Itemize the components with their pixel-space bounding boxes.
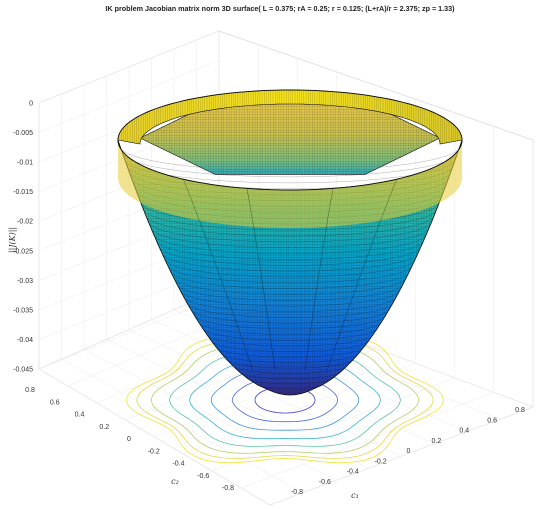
mesh-ring (179, 289, 401, 307)
z-tick-label: -0.005 (13, 130, 33, 137)
mesh-ring (183, 296, 397, 312)
mesh-ring (231, 364, 349, 374)
z-tick-label: -0.025 (13, 248, 33, 255)
z-tick-labels: 0 -0.005 -0.01 -0.015 -0.02 -0.025 -0.03 -0.035… (13, 101, 33, 374)
z-tick-label: -0.01 (17, 160, 33, 167)
mesh-ring (225, 358, 355, 369)
x-tick-label: -0.2 (375, 458, 387, 465)
mesh-ring (190, 308, 390, 324)
mesh-ring (194, 314, 386, 330)
x-tick-label: -0.8 (291, 489, 303, 496)
z-tick-label: -0.015 (13, 189, 33, 196)
mesh-crease (327, 179, 397, 371)
z-tick-label: -0.02 (17, 219, 33, 226)
mesh-ring (164, 258, 416, 278)
mesh-ring (167, 264, 413, 283)
mesh-ring (173, 277, 407, 295)
mesh-ring (158, 246, 422, 266)
x-tick-label: -0.4 (347, 469, 359, 476)
y-tick-label: 0.2 (99, 424, 109, 431)
x-tick-label: 0.6 (487, 417, 497, 424)
y-tick-label: -0.8 (222, 485, 234, 492)
rim-band (118, 140, 462, 228)
mesh-ring (215, 346, 365, 358)
grid-line (269, 406, 534, 506)
mesh-ring (145, 214, 435, 237)
mesh-ring (170, 271, 410, 289)
x-axis-label: c₁ (351, 491, 359, 500)
mesh-crease (183, 179, 253, 371)
mesh-ring (210, 339, 370, 352)
mesh-ring (161, 252, 419, 272)
mesh-ring (206, 333, 374, 347)
grid-line (212, 377, 455, 472)
grid-line (38, 296, 220, 370)
surface-mesh (117, 89, 463, 396)
z-tick-label: 0 (29, 101, 33, 108)
y-tick-label: 0.6 (50, 399, 60, 406)
mesh-ring (197, 321, 383, 335)
rim-back-edge (117, 89, 463, 141)
z-tick-label: -0.03 (17, 278, 33, 285)
mesh-crease (304, 188, 334, 371)
mesh-ring (186, 302, 394, 318)
mesh-ring (176, 283, 404, 301)
z-axis-label: ||J(K)|| (8, 227, 17, 253)
x-tick-label: 0.4 (459, 428, 469, 435)
y-axis-label: c₂ (171, 477, 179, 486)
y-tick-label: -0.6 (197, 473, 209, 480)
mesh-ring (246, 377, 334, 384)
bowl-inner-mesh (140, 101, 440, 175)
mesh-ring (238, 371, 342, 379)
x-tick-label: 0.8 (515, 407, 525, 414)
rim-front-edge (117, 139, 463, 191)
z-tick-label: -0.04 (17, 337, 33, 344)
z-tick-label: -0.045 (13, 367, 33, 374)
mesh-ring (201, 327, 379, 341)
mesh-ring (150, 227, 430, 248)
y-tick-label: -0.4 (172, 461, 184, 468)
y-tick-label: -0.2 (148, 448, 160, 455)
mesh-ring (153, 233, 427, 254)
grid-line (241, 392, 494, 489)
rim-back-mesh (118, 90, 462, 144)
mesh-ring (155, 239, 425, 260)
chart-title: IK problem Jacobian matrix norm 3D surfa… (105, 4, 455, 13)
y-tick-labels: 0.8 0.6 0.4 0.2 0 -0.2 -0.4 -0.6 -0.8 (25, 387, 234, 492)
x-tick-label: 0.2 (432, 438, 442, 445)
y-tick-label: 0.8 (25, 387, 35, 394)
mesh-crease (246, 188, 276, 371)
y-tick-label: 0.4 (75, 412, 85, 419)
x-tick-label: -0.6 (319, 479, 331, 486)
mesh-ring (255, 383, 325, 389)
x-tick-labels: -0.8 -0.6 -0.4 -0.2 0 0.2 0.4 0.6 0.8 (291, 407, 525, 496)
z-tick-label: -0.035 (13, 307, 33, 314)
mesh-ring (142, 208, 438, 231)
mesh-ring (220, 352, 360, 363)
y-tick-label: 0 (127, 436, 131, 443)
x-tick-label: 0 (407, 448, 411, 455)
mesh-ring (148, 221, 432, 243)
